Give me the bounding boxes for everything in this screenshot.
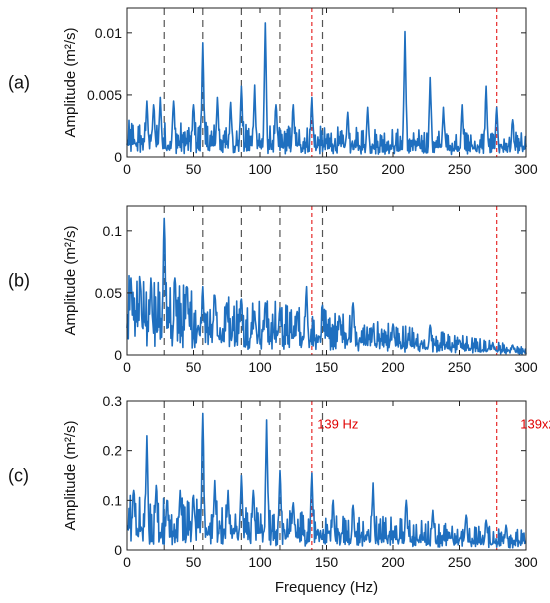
x-tick-label: 0 [123,161,131,177]
y-tick-label: 0.1 [103,492,123,508]
y-axis-title: Amplitude (m²/s) [62,420,79,530]
x-tick-label: 150 [315,359,339,375]
y-tick-label: 0.01 [95,25,122,41]
x-tick-label: 250 [448,161,472,177]
x-tick-label: 0 [123,359,131,375]
panel-label: (b) [8,271,30,291]
x-tick-label: 50 [186,554,202,570]
spectrum-line [126,217,527,355]
y-tick-label: 0.2 [103,443,123,459]
y-tick-label: 0 [114,149,122,165]
panel-label: (a) [8,73,30,93]
panel-1: 0 50 100 150 200 250 300 0 0.005 0.01 Amplitude (m… [8,7,538,177]
annotation-label: 139 Hz [317,416,358,431]
y-tick-label: 0 [114,542,122,558]
spectrum-line [126,412,527,549]
x-tick-label: 50 [186,359,202,375]
x-tick-label: 300 [514,554,538,570]
x-tick-label: 300 [514,161,538,177]
y-tick-label: 0.005 [87,87,122,103]
annotation-label: 139x2 [520,416,550,431]
x-tick-label: 300 [514,359,538,375]
x-tick-label: 100 [248,359,272,375]
x-tick-label: 150 [315,161,339,177]
y-axis-title: Amplitude (m²/s) [62,27,79,137]
x-tick-label: 200 [381,161,405,177]
x-axis-title: Frequency (Hz) [275,579,378,596]
x-tick-label: 100 [248,554,272,570]
panel-2: 0 50 100 150 200 250 300 0 0.05 0.1 Amplitude (m²/… [8,205,538,375]
y-tick-label: 0.1 [103,223,123,239]
x-tick-label: 0 [123,554,131,570]
x-tick-label: 250 [448,359,472,375]
x-tick-label: 200 [381,359,405,375]
y-axis-title: Amplitude (m²/s) [62,225,79,335]
x-tick-label: 150 [315,554,339,570]
x-tick-label: 50 [186,161,202,177]
panel-label: (c) [8,466,29,486]
x-tick-label: 250 [448,554,472,570]
x-tick-label: 200 [381,554,405,570]
y-tick-label: 0.05 [95,285,122,301]
panel-3: 0 50 100 150 200 250 300 0 0.1 0.2 0.3 Amplitude (m… [8,393,550,570]
y-tick-label: 0.3 [103,393,123,409]
x-tick-label: 100 [248,161,272,177]
spectrum-line [126,22,527,156]
y-tick-label: 0 [114,347,122,363]
